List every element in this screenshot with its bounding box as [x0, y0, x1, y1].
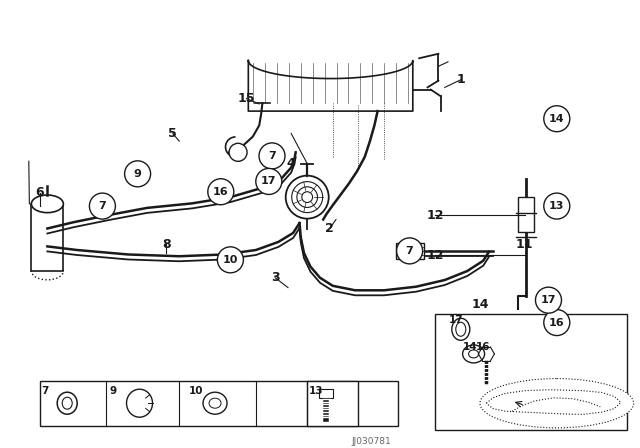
Bar: [319, 389, 333, 398]
Text: 13: 13: [549, 201, 564, 211]
Circle shape: [256, 168, 282, 194]
Bar: [435, 314, 627, 430]
Text: 15: 15: [237, 92, 255, 105]
Ellipse shape: [463, 345, 484, 363]
Circle shape: [90, 193, 115, 219]
Text: 9: 9: [110, 386, 117, 396]
Circle shape: [259, 143, 285, 169]
Text: 5: 5: [168, 127, 177, 140]
Text: 16: 16: [476, 342, 490, 352]
Text: 9: 9: [134, 169, 141, 179]
Text: 4: 4: [287, 157, 296, 170]
Text: 17: 17: [261, 177, 276, 186]
Circle shape: [229, 143, 247, 161]
Text: 11: 11: [516, 237, 534, 251]
Circle shape: [125, 161, 150, 187]
Text: 1: 1: [456, 73, 465, 86]
Text: 10: 10: [189, 386, 204, 396]
Text: 14: 14: [549, 114, 564, 124]
Bar: [31, 204, 63, 271]
Circle shape: [285, 176, 329, 219]
Text: 8: 8: [162, 237, 171, 251]
Text: 17: 17: [449, 315, 463, 325]
Ellipse shape: [127, 389, 152, 417]
Text: 10: 10: [223, 255, 238, 265]
Circle shape: [544, 193, 570, 219]
Text: 14: 14: [463, 342, 477, 352]
Text: 16: 16: [549, 318, 564, 327]
Ellipse shape: [452, 318, 470, 340]
Text: 17: 17: [541, 295, 556, 305]
Ellipse shape: [31, 195, 63, 213]
Text: 7: 7: [42, 386, 49, 396]
Text: 7: 7: [268, 151, 276, 161]
Bar: [518, 197, 534, 232]
Bar: [396, 243, 424, 259]
Circle shape: [536, 287, 561, 313]
Polygon shape: [248, 60, 413, 111]
Circle shape: [208, 179, 234, 205]
Text: 7: 7: [406, 246, 413, 256]
Circle shape: [397, 238, 422, 264]
Ellipse shape: [57, 392, 77, 414]
Circle shape: [544, 106, 570, 132]
Text: 12: 12: [426, 249, 444, 262]
Text: 12: 12: [426, 208, 444, 222]
Text: 2: 2: [325, 222, 334, 235]
Text: 6: 6: [35, 186, 44, 199]
Circle shape: [218, 247, 243, 273]
Bar: [307, 381, 358, 426]
Ellipse shape: [31, 262, 63, 280]
Bar: [40, 381, 398, 426]
Text: 14: 14: [471, 298, 489, 311]
Text: 3: 3: [271, 271, 280, 284]
Ellipse shape: [203, 392, 227, 414]
Text: 7: 7: [99, 201, 106, 211]
Text: JJ030781: JJ030781: [351, 437, 391, 446]
Ellipse shape: [480, 379, 634, 428]
Circle shape: [544, 310, 570, 336]
Text: 13: 13: [309, 386, 324, 396]
Text: 16: 16: [213, 187, 228, 197]
